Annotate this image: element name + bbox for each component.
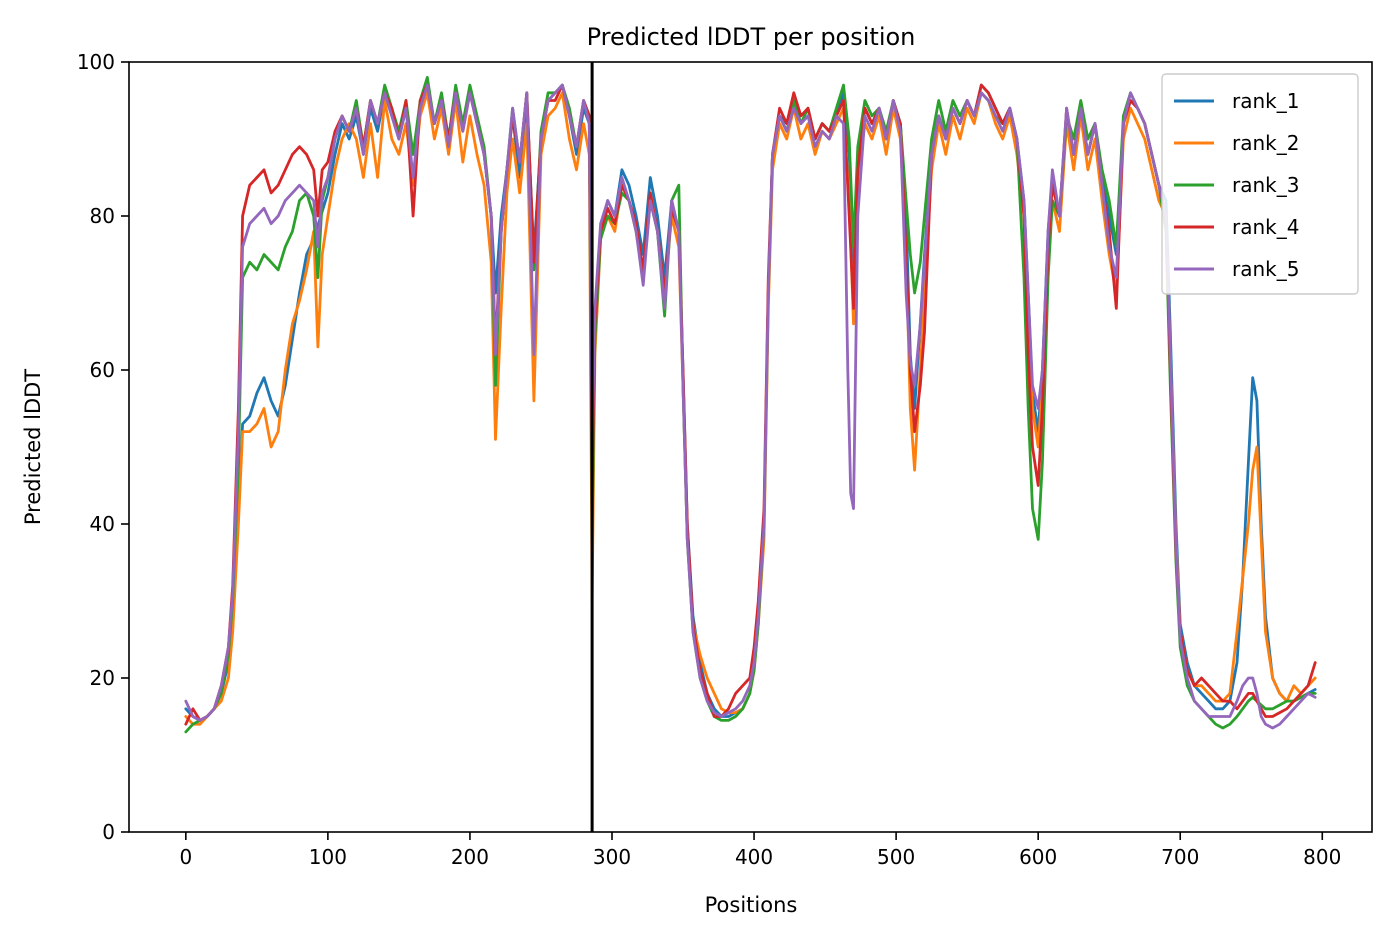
x-tick-label: 600 xyxy=(1019,845,1057,869)
x-tick-label: 200 xyxy=(451,845,489,869)
plot-area-frame xyxy=(128,61,1373,833)
x-tick-label: 100 xyxy=(309,845,347,869)
x-tick-label: 0 xyxy=(179,845,192,869)
x-tick-label: 800 xyxy=(1303,845,1341,869)
x-tick-label: 300 xyxy=(593,845,631,869)
y-axis-ticks: 0 20 40 60 80 100 xyxy=(77,50,129,844)
legend-label-rank_1: rank_1 xyxy=(1232,89,1299,113)
chart-title: Predicted lDDT per position xyxy=(587,23,916,51)
y-tick-label: 100 xyxy=(77,50,115,74)
legend-label-rank_2: rank_2 xyxy=(1232,131,1299,155)
x-tick-label: 500 xyxy=(877,845,915,869)
y-tick-label: 80 xyxy=(90,204,115,228)
y-tick-label: 60 xyxy=(90,358,115,382)
y-tick-label: 40 xyxy=(90,512,115,536)
y-tick-label: 0 xyxy=(102,820,115,844)
x-axis-ticks: 0 100 200 300 400 500 600 700 800 xyxy=(179,832,1341,869)
chart-legend: rank_1 rank_2 rank_3 rank_4 rank_5 xyxy=(1161,73,1359,295)
legend-label-rank_4: rank_4 xyxy=(1232,215,1299,239)
y-axis-label: Predicted lDDT xyxy=(21,369,45,525)
x-tick-label: 700 xyxy=(1161,845,1199,869)
x-axis-label: Positions xyxy=(705,893,798,917)
legend-label-rank_5: rank_5 xyxy=(1232,257,1299,281)
x-tick-label: 400 xyxy=(735,845,773,869)
y-tick-label: 20 xyxy=(90,666,115,690)
legend-box xyxy=(1161,73,1359,295)
series-line-rank_5 xyxy=(184,83,1317,730)
legend-label-rank_3: rank_3 xyxy=(1232,173,1299,197)
plot-lines xyxy=(184,76,1317,734)
